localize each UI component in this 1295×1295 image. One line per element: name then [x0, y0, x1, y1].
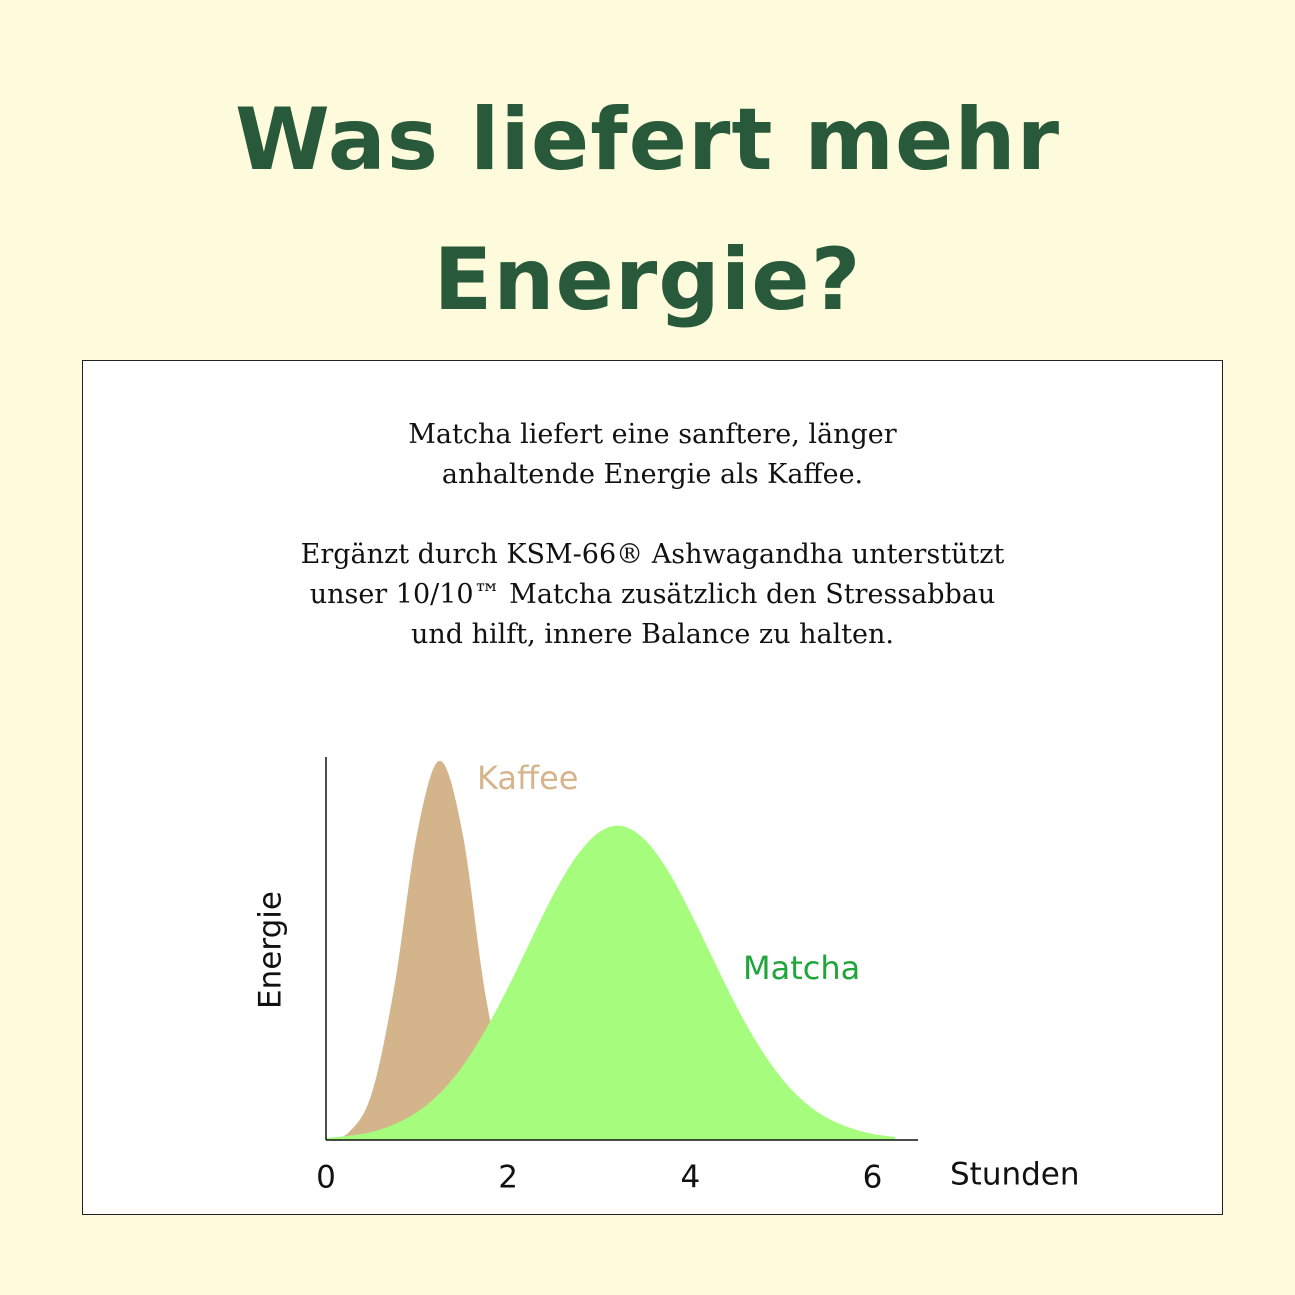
text-line: Matcha liefert eine sanftere, länger	[408, 419, 897, 450]
text-line: Ergänzt durch KSM-66® Ashwagandha unters…	[300, 539, 1005, 570]
x-tick-label: 0	[316, 1160, 336, 1196]
area	[326, 825, 896, 1140]
text-line: unser 10/10™ Matcha zusätzlich den Stres…	[309, 579, 996, 610]
x-axis-label: Stunden	[950, 1157, 1080, 1193]
text-line: und hilft, innere Balance zu halten.	[410, 619, 895, 650]
paragraph: Ergänzt durch KSM-66® Ashwagandha unters…	[82, 535, 1223, 655]
x-tick-label: 4	[680, 1160, 700, 1196]
x-tick-label: 2	[498, 1160, 518, 1196]
text-line: anhaltende Energie als Kaffee.	[441, 459, 864, 490]
area	[326, 760, 554, 1140]
y-axis-label: Energie	[253, 891, 289, 1009]
x-tick-label: 6	[863, 1160, 883, 1196]
intro: Matcha liefert eine sanftere, länger anha…	[82, 415, 1223, 695]
paragraph: Matcha liefert eine sanftere, länger anha…	[82, 415, 1223, 495]
chart-title: Was liefert mehr Energie?	[234, 90, 1061, 330]
series-label: Matcha	[743, 949, 860, 987]
series-label: Kaffee	[477, 759, 578, 797]
